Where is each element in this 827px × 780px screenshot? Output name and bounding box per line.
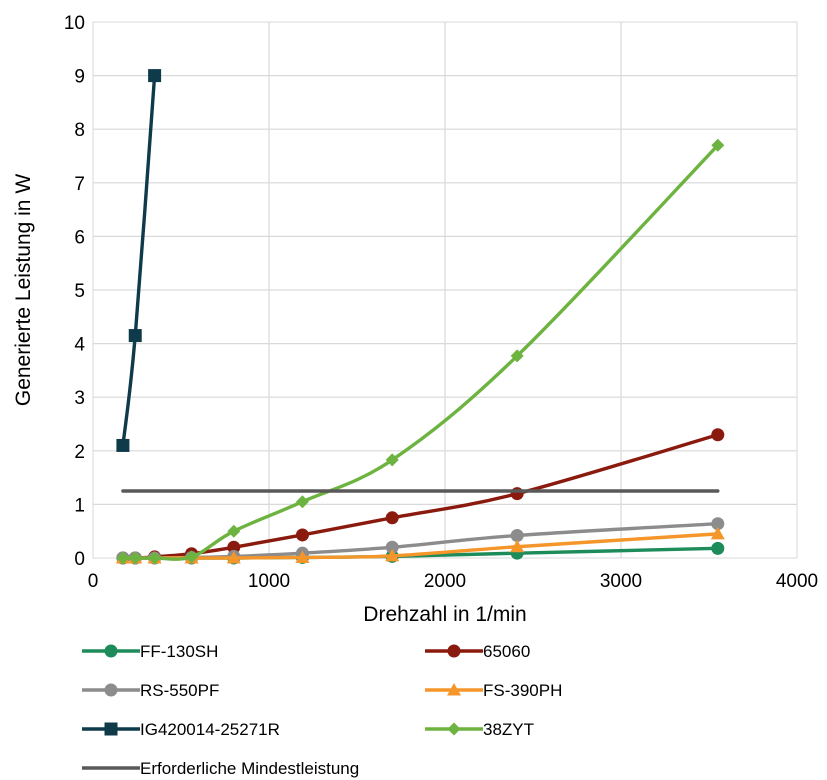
legend-label: IG420014-25271R: [140, 720, 280, 739]
legend-item-ff-130sh: FF-130SH: [82, 642, 218, 661]
data-point: [711, 517, 725, 531]
data-point: [148, 551, 162, 565]
y-tick-label: 5: [74, 281, 85, 302]
y-tick-label: 3: [74, 388, 85, 409]
legend-item-65060: 65060: [425, 642, 530, 661]
legend-item-erforderliche-mindestleistung: Erforderliche Mindestleistung: [82, 759, 359, 778]
data-point: [295, 550, 310, 563]
x-tick-label: 0: [88, 571, 99, 592]
y-tick-label: 0: [74, 549, 85, 570]
legend-label: FS-390PH: [483, 681, 562, 700]
tick-labels: 0 1 2 3 4 5 6 7 8 9 10 0 1000 2000 3000 4000: [64, 13, 818, 592]
legend-label: RS-550PF: [140, 681, 219, 700]
data-point: [227, 540, 241, 554]
x-axis-title: Drehzahl in 1/min: [363, 603, 526, 626]
y-tick-label: 4: [74, 335, 85, 356]
series-line: [121, 143, 720, 561]
y-tick-label: 6: [74, 227, 85, 248]
data-point: [385, 511, 399, 525]
data-point: [295, 528, 309, 542]
data-point: [385, 548, 400, 562]
x-tick-label: 1000: [248, 571, 290, 592]
legend-label: 38ZYT: [483, 720, 534, 739]
legend-item-38zyt: 38ZYT: [425, 720, 534, 739]
data-point: [510, 487, 524, 501]
series-layer: [115, 69, 725, 565]
data-point: [295, 495, 309, 509]
data-point: [510, 539, 525, 553]
x-tick-label: 3000: [600, 571, 642, 592]
data-point: [148, 69, 162, 83]
data-point: [711, 428, 725, 442]
legend-label: 65060: [483, 642, 530, 661]
y-tick-label: 8: [74, 120, 85, 141]
y-tick-label: 2: [74, 442, 85, 463]
y-tick-label: 7: [74, 174, 85, 195]
y-tick-label: 1: [74, 495, 85, 516]
legend-marker: [104, 722, 118, 736]
grid: [93, 22, 797, 558]
y-axis-title: Generierte Leistung in W: [12, 174, 35, 406]
series-ig420014-25271r: [116, 69, 162, 452]
legend-marker: [104, 683, 118, 697]
y-tick-label: 10: [64, 13, 85, 34]
data-point: [385, 453, 399, 467]
legend-marker: [447, 644, 461, 658]
data-point: [710, 526, 725, 540]
data-point: [116, 438, 130, 452]
data-point: [128, 551, 142, 565]
legend-marker: [104, 644, 118, 658]
data-point: [711, 138, 725, 152]
series-line: [121, 73, 157, 448]
axes: [92, 21, 798, 559]
legend-marker: [447, 683, 461, 696]
data-point: [116, 551, 130, 565]
legend-marker: [447, 722, 461, 736]
legend-label: FF-130SH: [140, 642, 218, 661]
data-point: [226, 551, 241, 564]
data-point: [185, 550, 199, 564]
legend-item-fs-390ph: FS-390PH: [425, 681, 562, 700]
data-point: [227, 524, 241, 538]
legend: FF-130SH 65060 RS-550PF FS-390PH IG420014-25…: [82, 642, 562, 778]
x-tick-label: 2000: [424, 571, 466, 592]
data-point: [128, 329, 142, 343]
data-point: [510, 528, 524, 542]
legend-item-rs-550pf: RS-550PF: [82, 681, 219, 700]
data-point: [510, 349, 524, 363]
data-point: [385, 540, 399, 554]
legend-item-ig420014-25271r: IG420014-25271R: [82, 720, 280, 739]
data-point: [711, 541, 725, 555]
plot-frame: [92, 21, 798, 559]
legend-label: Erforderliche Mindestleistung: [140, 759, 359, 778]
x-tick-label: 4000: [776, 571, 818, 592]
y-tick-label: 9: [74, 67, 85, 88]
series-38zyt: [116, 138, 725, 565]
